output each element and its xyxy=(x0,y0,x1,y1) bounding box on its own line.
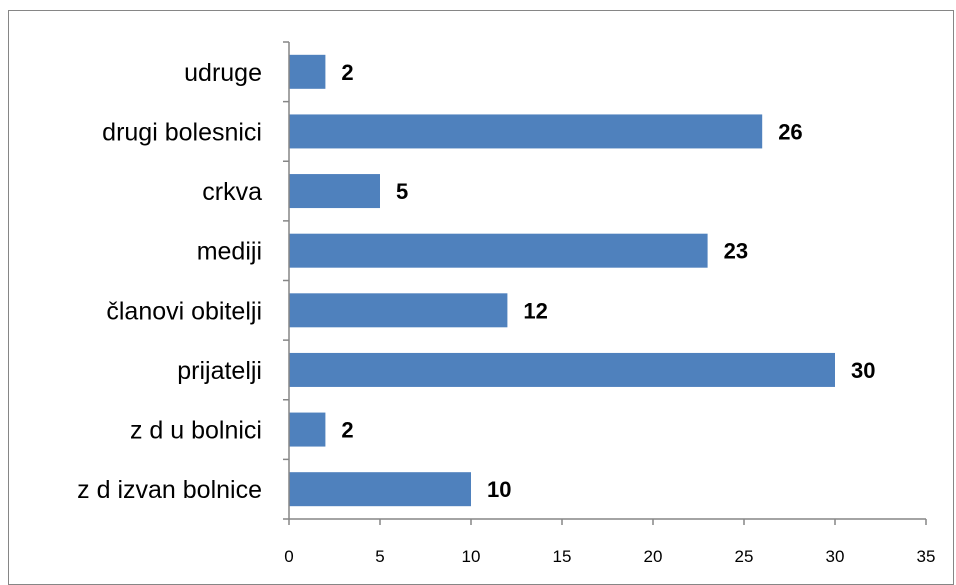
value-labels: 2 26 5 23 12 30 2 10 xyxy=(341,60,875,502)
bar-5 xyxy=(289,352,835,387)
x-tick-label: 5 xyxy=(375,547,384,566)
category-label: udruge xyxy=(184,59,262,87)
category-labels: udruge drugi bolesnici crkva mediji članovi … xyxy=(77,59,262,504)
axis-layer xyxy=(283,41,926,520)
x-axis-ticks: 0 5 10 15 20 25 30 35 xyxy=(284,519,935,566)
category-label: z d izvan bolnice xyxy=(77,476,262,504)
category-label: crkva xyxy=(202,178,262,206)
value-label: 26 xyxy=(778,119,802,144)
bar-3 xyxy=(289,233,708,268)
category-label: mediji xyxy=(197,238,262,266)
category-label: z d u bolnici xyxy=(130,417,262,445)
x-tick-label: 25 xyxy=(735,547,754,566)
x-tick-label: 20 xyxy=(644,547,663,566)
value-label: 30 xyxy=(851,358,875,383)
value-label: 10 xyxy=(487,477,511,502)
category-label: prijatelji xyxy=(177,357,262,385)
value-label: 2 xyxy=(341,60,353,85)
bar-0 xyxy=(289,54,326,89)
value-label: 2 xyxy=(341,418,353,443)
category-label: članovi obitelji xyxy=(106,297,262,325)
bar-4 xyxy=(289,293,508,328)
bar-6 xyxy=(289,412,326,447)
bar-2 xyxy=(289,174,380,209)
bar-1 xyxy=(289,114,763,149)
value-label: 12 xyxy=(523,298,547,323)
value-label: 23 xyxy=(724,239,748,264)
x-tick-label: 15 xyxy=(553,547,572,566)
bars-layer xyxy=(289,54,835,507)
x-tick-label: 30 xyxy=(826,547,845,566)
x-tick-label: 35 xyxy=(917,547,936,566)
x-tick-label: 10 xyxy=(462,547,481,566)
category-label: drugi bolesnici xyxy=(102,118,262,146)
bar-7 xyxy=(289,472,471,507)
value-label: 5 xyxy=(396,179,408,204)
x-tick-label: 0 xyxy=(284,547,293,566)
